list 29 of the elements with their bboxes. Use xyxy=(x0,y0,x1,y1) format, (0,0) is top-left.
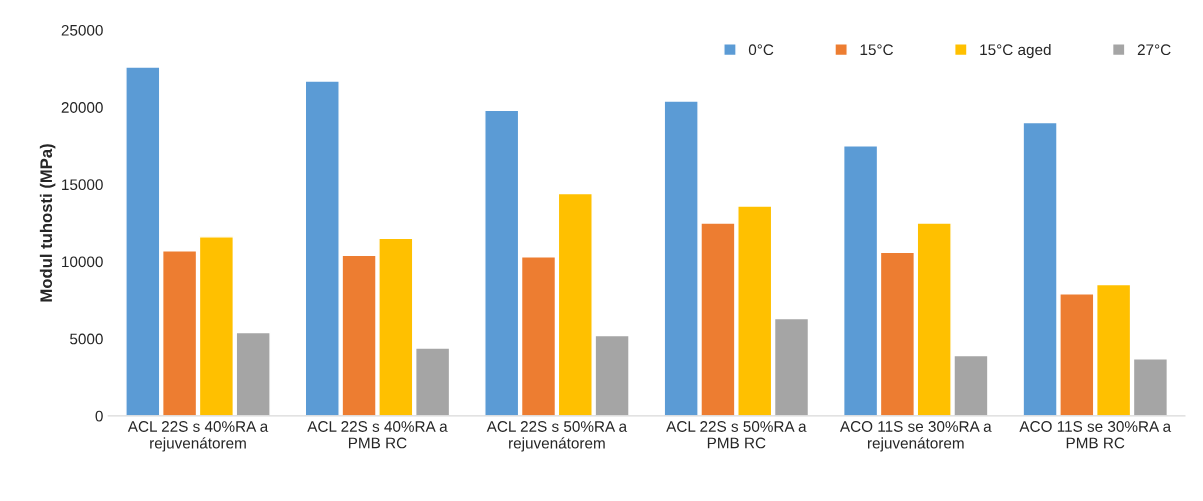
legend-label: 27°C xyxy=(1137,44,1171,56)
legend-label: 15°C aged xyxy=(980,43,1051,59)
bar xyxy=(125,66,161,416)
y-tick-label: 0 xyxy=(95,410,103,422)
x-tick-label: ACO 11S se 30%RA a rejuvenátorem xyxy=(839,421,992,452)
x-tick-label: ACL 22S s 50%RA a PMB RC xyxy=(666,421,807,449)
bar xyxy=(235,331,271,416)
bar xyxy=(161,250,198,416)
y-axis-title: Modul tuhosti (MPa) xyxy=(39,144,56,302)
legend-label: 15°C xyxy=(860,44,894,56)
x-tick-label: ACL 22S s 50%RA a rejuvenátorem xyxy=(486,421,628,452)
bar xyxy=(198,236,235,416)
legend-label: 0°C xyxy=(748,44,774,56)
bar xyxy=(415,347,451,416)
bar xyxy=(1132,358,1169,416)
x-tick-label: ACL 22S s 40%RA a rejuvenátorem xyxy=(127,421,269,452)
x-tick-label: ACL 22S s 40%RA a PMB RC xyxy=(307,421,448,449)
bar xyxy=(520,256,557,416)
y-tick-label: 15000 xyxy=(62,179,103,191)
bar xyxy=(879,251,916,416)
y-tick-label: 20000 xyxy=(61,102,103,113)
bar xyxy=(773,317,810,416)
bar xyxy=(842,145,879,416)
y-tick-label: 5000 xyxy=(70,333,103,345)
bar xyxy=(484,109,520,416)
y-tick-label: 25000 xyxy=(61,24,103,36)
bar xyxy=(1096,283,1132,416)
y-tick-label: 10000 xyxy=(62,256,103,268)
x-tick-label: ACO 11S se 30%RA a PMB RC xyxy=(1019,421,1172,449)
